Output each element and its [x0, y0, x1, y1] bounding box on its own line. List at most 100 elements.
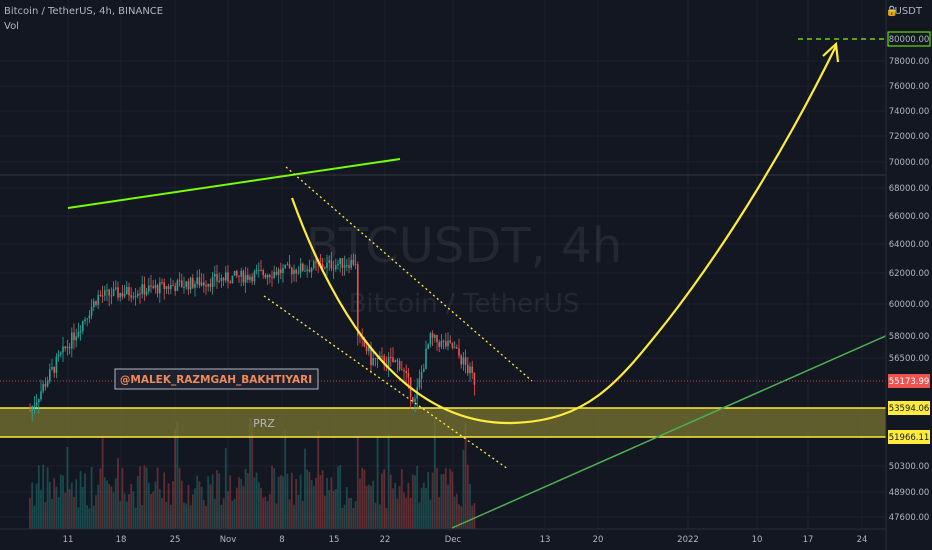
candle-body: [200, 282, 203, 286]
channel-upper-line: [285, 166, 533, 382]
volume-bar: [286, 473, 289, 529]
candle-body: [324, 267, 326, 269]
volume-bar: [44, 502, 47, 529]
volume-bar: [400, 469, 403, 529]
volume-bar: [48, 481, 51, 529]
candle-body: [418, 378, 421, 388]
volume-bar: [253, 477, 256, 529]
candle-body: [244, 274, 247, 283]
volume-bar: [64, 492, 67, 529]
volume-bar: [86, 505, 89, 529]
candle-body: [372, 358, 374, 366]
volume-bar: [174, 428, 177, 529]
candle-body: [266, 274, 269, 278]
volume-bar: [176, 421, 179, 529]
price-tag-target: 80000.00: [887, 31, 931, 47]
time-tick-label: 2022: [677, 535, 699, 545]
volume-bar: [458, 504, 460, 529]
candle-body: [390, 356, 392, 358]
volume-bar: [389, 474, 392, 529]
volume-bar: [464, 421, 467, 529]
candle-body: [42, 384, 44, 392]
price-axis-labels[interactable]: 47600.00 48900.00 50300.00 56500.00 58000.00…: [889, 57, 930, 523]
price-tag-prz-top-text: 53594.06: [889, 404, 930, 414]
currency-label[interactable]: USDT: [894, 6, 922, 17]
candle-body: [126, 287, 128, 294]
grid-lines: [0, 0, 886, 529]
volume-bar: [62, 475, 64, 529]
candle-body: [242, 270, 245, 283]
volume-bar: [220, 504, 223, 529]
candle-body: [249, 276, 251, 280]
candle-body: [115, 287, 117, 290]
candle-body: [414, 398, 416, 402]
volume-bar: [416, 465, 419, 529]
volume-bar: [297, 495, 300, 529]
candle-body: [152, 286, 154, 288]
candle-body: [462, 357, 465, 365]
candle-body: [392, 357, 394, 363]
candle-body: [467, 364, 469, 374]
volume-bar: [165, 501, 168, 529]
candle-body: [187, 281, 190, 290]
time-tick-label: Nov: [220, 535, 237, 545]
candle-body: [348, 265, 350, 268]
candle-body: [38, 399, 40, 403]
lock-icon[interactable]: 🔒: [885, 6, 898, 17]
volume-bar: [420, 488, 423, 529]
volume-bar: [284, 430, 287, 529]
volume-bar: [244, 468, 247, 529]
volume-bar: [282, 476, 284, 529]
candle-body: [405, 370, 407, 374]
candle-body: [313, 261, 315, 269]
candle-body: [434, 334, 436, 338]
time-axis-labels[interactable]: 11 18 25 Nov 8 15 22 Dec 13 20 2022 10 17 24: [63, 535, 868, 545]
volume-bar: [31, 482, 34, 529]
candle-body: [207, 283, 209, 287]
candle-body: [176, 280, 179, 291]
volume-bar: [453, 496, 456, 529]
volume-bar: [438, 497, 441, 529]
candle-body: [163, 282, 165, 290]
candle-body: [145, 291, 148, 295]
volume-bar: [218, 473, 221, 529]
candle-body: [343, 265, 346, 268]
candle-body: [130, 295, 132, 298]
volume-bar: [235, 487, 238, 529]
volume-bar: [172, 481, 174, 529]
volume-bar: [385, 508, 388, 529]
volume-bar: [249, 417, 251, 529]
volume-bar: [59, 474, 62, 529]
price-tick-label: 50300.00: [889, 462, 930, 472]
volume-bar: [229, 475, 232, 529]
volume-bar: [121, 468, 124, 529]
candle-body: [220, 278, 223, 282]
candle-body: [299, 263, 302, 273]
candle-body: [178, 280, 181, 282]
volume-bar: [396, 498, 399, 529]
volume-bar: [167, 483, 170, 529]
volume-bar: [359, 478, 361, 529]
candle-body: [291, 267, 293, 275]
volume-bar: [374, 502, 377, 529]
volume-bar: [418, 502, 421, 529]
candle-body: [93, 301, 95, 308]
volume-bar: [110, 486, 113, 529]
volume-bar: [306, 469, 309, 529]
candle-body: [141, 284, 143, 294]
volume-bar: [315, 477, 317, 529]
candle-body: [196, 277, 198, 284]
volume-bar: [40, 490, 42, 529]
volume-bar: [35, 483, 38, 529]
price-tag-prz-top: 53594.06: [888, 401, 930, 415]
candle-body: [451, 342, 454, 348]
volume-bar: [73, 497, 75, 529]
candle-body: [260, 269, 262, 271]
candle-body: [253, 271, 256, 282]
candle-body: [236, 271, 238, 276]
candle-body: [469, 366, 471, 374]
volume-bar: [117, 458, 119, 529]
volume-bar: [372, 480, 375, 529]
candle-body: [33, 405, 36, 407]
